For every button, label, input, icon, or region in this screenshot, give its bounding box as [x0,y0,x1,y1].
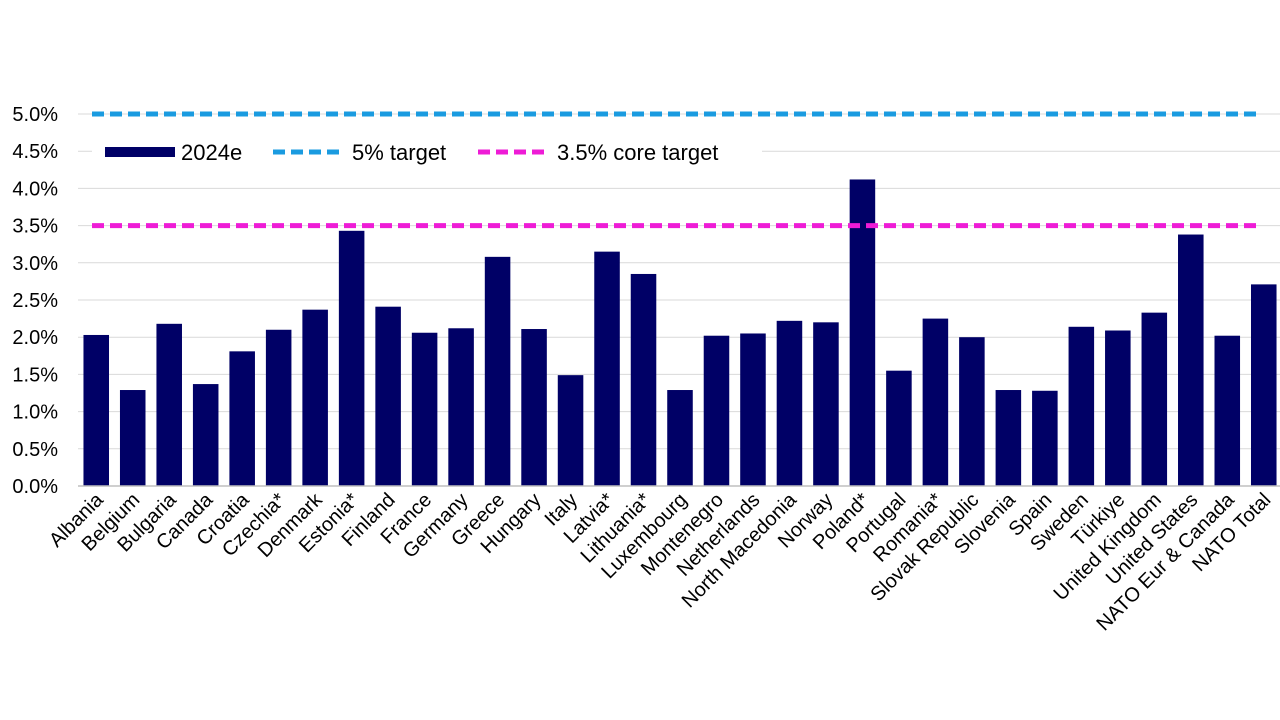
bar [448,328,474,486]
bar [265,329,292,486]
bar [375,306,401,486]
bar [338,230,365,486]
y-tick-label: 4.5% [12,141,58,163]
bar [156,323,182,486]
bar [886,370,912,486]
bar [740,333,766,486]
bar [521,329,547,486]
bar [813,322,839,486]
y-tick-label: 1.5% [12,364,58,386]
bar [411,332,438,486]
bar [995,390,1022,486]
bar [1068,326,1095,486]
bar [776,320,803,486]
legend-label-2024e: 2024e [181,140,242,165]
bar [1250,284,1277,486]
bar [1178,234,1204,486]
bar [557,375,584,486]
bar [1214,335,1241,486]
y-tick-label: 3.5% [12,216,58,238]
legend-item-5-target: 5% target [273,140,446,165]
bar [667,390,693,486]
legend: 2024e 5% target 3.5% core target [92,136,762,170]
y-tick-label: 2.5% [12,290,58,312]
legend-item-2024e: 2024e [105,140,242,165]
bar [1032,390,1058,486]
bar [849,179,876,487]
reference-lines [92,111,1258,229]
legend-item-core-target: 3.5% core target [478,140,718,165]
bar [1105,330,1131,486]
bar [959,337,985,486]
legend-swatch-2024e [105,147,175,157]
y-tick-label: 0.0% [12,476,58,498]
bar [119,390,146,486]
y-tick-label: 2.0% [12,327,58,349]
bar [83,334,110,486]
bar [302,309,328,486]
bar [1141,312,1168,486]
bars [83,179,1277,487]
legend-label-5-target: 5% target [352,140,446,165]
y-tick-label: 0.5% [12,439,58,461]
x-axis-labels: AlbaniaBelgiumBulgariaCanadaCroatiaCzech… [45,488,1275,635]
y-axis: 0.0% 0.5% 1.0% 1.5% 2.0% 2.5% 3.0% 3.5% 4.0% 4.5%… [12,104,58,498]
legend-background-2 [262,136,762,170]
y-tick-label: 5.0% [12,104,58,126]
bar [922,318,949,486]
y-tick-label: 4.0% [12,178,58,200]
bar [594,251,620,486]
bar [703,335,730,486]
bar [229,351,255,486]
y-tick-label: 3.0% [12,253,58,275]
bar [630,273,657,486]
bar [192,384,219,486]
y-tick-label: 1.0% [12,402,58,424]
bar [484,256,511,486]
legend-label-core-target: 3.5% core target [557,140,718,165]
